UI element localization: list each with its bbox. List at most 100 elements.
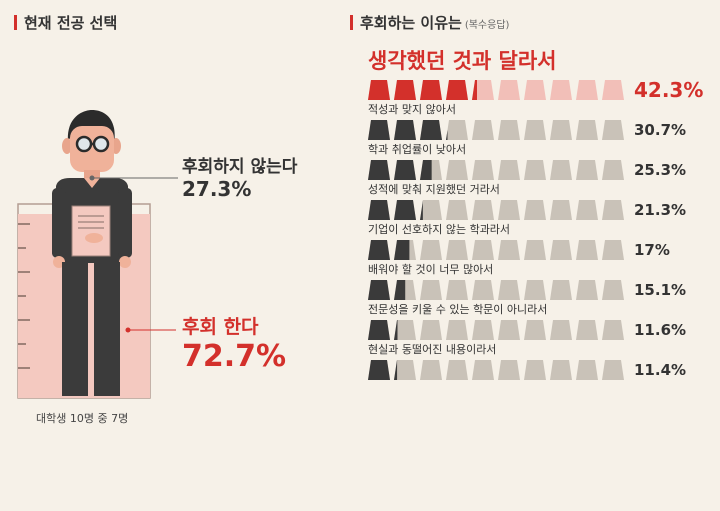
reason-cup — [420, 200, 442, 220]
glasses-icon — [75, 135, 110, 153]
reason-row: 전문성을 키울 수 있는 학문이 아니라서 11.6% — [368, 302, 713, 342]
reason-cup — [602, 120, 624, 140]
reason-cup — [550, 80, 572, 100]
reason-cup — [446, 320, 468, 340]
reason-cup-fill — [368, 280, 390, 300]
reason-cup — [498, 120, 520, 140]
no-regret-label: 후회하지 않는다 — [182, 157, 298, 177]
reason-cup — [602, 240, 624, 260]
right-arm — [118, 188, 132, 258]
reason-value: 17% — [634, 241, 670, 259]
reason-value: 30.7% — [634, 121, 687, 139]
reason-cup — [472, 80, 494, 100]
reason-cup — [602, 320, 624, 340]
reason-cup — [498, 160, 520, 180]
reason-cup — [498, 200, 520, 220]
reason-cup — [472, 160, 494, 180]
reason-cup-fill — [446, 129, 448, 140]
reason-value: 15.1% — [634, 281, 687, 299]
reason-value: 11.4% — [634, 361, 687, 379]
reason-cups — [368, 80, 624, 100]
reason-cup — [394, 360, 416, 380]
reason-value: 25.3% — [634, 161, 687, 179]
reason-cup — [446, 200, 468, 220]
reason-cup — [420, 320, 442, 340]
reason-cups — [368, 160, 624, 180]
reason-cup — [576, 80, 598, 100]
right-subtitle: (복수응답) — [464, 20, 510, 31]
reason-cup — [550, 120, 572, 140]
reason-cup — [472, 240, 494, 260]
person-figure — [52, 110, 132, 396]
reason-row: 현실과 동떨어진 내용이라서 11.4% — [368, 342, 713, 382]
right-section-title: 후회하는 이유는 (복수응답) — [350, 12, 509, 33]
reason-label: 생각했던 것과 달라서 — [368, 49, 557, 73]
reason-cup-fill — [394, 280, 406, 300]
reason-cup-fill — [368, 160, 390, 180]
reason-row: 배워야 할 것이 너무 많아서 15.1% — [368, 262, 713, 302]
reason-cup — [524, 240, 546, 260]
reason-cup-fill — [446, 80, 468, 100]
reason-cup-fill — [394, 200, 416, 220]
reason-cup — [550, 160, 572, 180]
reason-cups — [368, 200, 624, 220]
reason-cup — [602, 280, 624, 300]
regret-label: 후회 한다 — [182, 316, 259, 338]
reason-label: 적성과 맞지 않아서 — [368, 103, 456, 116]
reason-row: 성적에 맞춰 지원했던 거라서 21.3% — [368, 182, 713, 222]
reason-cups — [368, 360, 624, 380]
reason-cup-fill — [368, 80, 390, 100]
reason-cup-fill — [394, 120, 416, 140]
reason-cup — [524, 120, 546, 140]
ruler-ticks — [18, 223, 30, 369]
reason-cup — [602, 360, 624, 380]
title-accent-bar — [14, 15, 17, 30]
reason-cup — [472, 120, 494, 140]
reason-cup — [472, 200, 494, 220]
reason-cup — [550, 280, 572, 300]
reason-label: 배워야 할 것이 너무 많아서 — [368, 263, 494, 276]
reason-cup — [524, 360, 546, 380]
reason-cup — [472, 360, 494, 380]
reason-cup — [446, 360, 468, 380]
reason-cups — [368, 320, 624, 340]
no-regret-stat: 후회하지 않는다 27.3% — [182, 152, 297, 201]
reason-cup-fill — [394, 360, 398, 380]
reason-cup-fill — [368, 320, 390, 340]
reason-row: 생각했던 것과 달라서 42.3% — [368, 44, 713, 102]
left-section-title: 현재 전공 선택 — [14, 12, 117, 33]
reason-row: 적성과 맞지 않아서 30.7% — [368, 102, 713, 142]
reason-cups — [368, 120, 624, 140]
reasons-chart: 생각했던 것과 달라서 42.3% 적성과 맞지 않아서 30.7% 학과 취업률이 낮… — [368, 44, 713, 382]
reason-cup — [524, 200, 546, 220]
reason-cup — [524, 280, 546, 300]
reason-cup — [446, 280, 468, 300]
reason-cup — [602, 80, 624, 100]
reason-cup — [602, 160, 624, 180]
reason-cup — [498, 240, 520, 260]
reason-cup — [498, 80, 520, 100]
left-arm — [52, 188, 66, 258]
figure-caption: 대학생 10명 중 7명 — [36, 412, 129, 425]
reason-label: 전문성을 키울 수 있는 학문이 아니라서 — [368, 303, 548, 316]
reason-cup-fill — [368, 360, 390, 380]
reason-cup — [472, 320, 494, 340]
reason-cups — [368, 280, 624, 300]
reason-cup-fill — [368, 240, 390, 260]
reason-label: 성적에 맞춰 지원했던 거라서 — [368, 183, 500, 196]
book-icon — [71, 205, 111, 257]
reason-row: 학과 취업률이 낮아서 25.3% — [368, 142, 713, 182]
reason-value: 21.3% — [634, 201, 687, 219]
reason-cup-fill — [420, 80, 442, 100]
reason-value: 11.6% — [634, 321, 687, 339]
reason-cup — [576, 320, 598, 340]
regret-stat: 후회 한다 72.7% — [182, 312, 286, 374]
reason-cup — [498, 360, 520, 380]
reason-cup — [420, 240, 442, 260]
reason-cup — [550, 360, 572, 380]
reason-cup-fill — [394, 80, 416, 100]
reason-cup — [394, 320, 416, 340]
reason-cup — [472, 280, 494, 300]
reason-cup-fill — [394, 160, 416, 180]
student-figure-illustration — [17, 110, 178, 399]
